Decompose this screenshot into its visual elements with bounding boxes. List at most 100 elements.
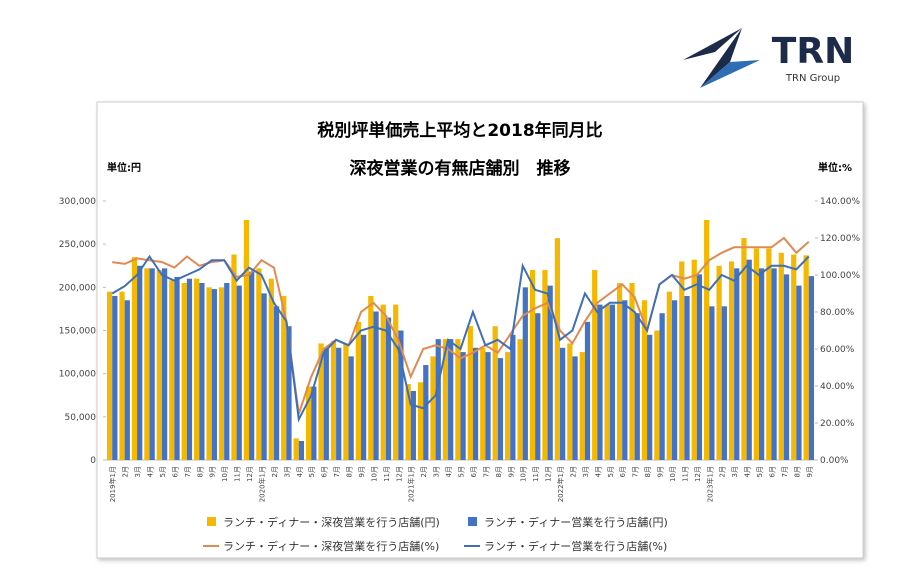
- x-tick-label: 10月: [520, 466, 528, 482]
- logo-subtitle: TRN Group: [785, 73, 840, 84]
- bar: [281, 295, 287, 460]
- y2-tick-label: 140.00%: [820, 197, 860, 207]
- bar: [442, 339, 449, 460]
- x-tick-label: 7月: [184, 466, 192, 477]
- x-tick-label: 8月: [644, 466, 652, 477]
- bar: [746, 259, 752, 460]
- x-tick-label: 8月: [793, 466, 801, 477]
- bar: [149, 268, 155, 460]
- bar: [584, 321, 591, 460]
- x-tick-label: 5月: [756, 466, 764, 477]
- bar: [728, 261, 735, 460]
- y2-tick-label: 60.00%: [820, 345, 855, 355]
- bar: [393, 304, 399, 460]
- y-tick-label: 150,000: [59, 327, 96, 337]
- x-tick-label: 7月: [333, 466, 341, 477]
- bar: [609, 304, 615, 460]
- legend-label: ランチ・ディナー・深夜営業を行う店舗(円): [223, 515, 440, 529]
- x-tick-label: 3月: [283, 466, 291, 477]
- x-tick-label: 2021年1月: [407, 466, 416, 502]
- bar: [647, 334, 653, 460]
- bar: [671, 300, 678, 460]
- bar: [721, 306, 727, 460]
- bar: [169, 280, 175, 460]
- bar: [679, 261, 685, 460]
- bar: [293, 438, 299, 460]
- bar: [803, 255, 809, 460]
- bar: [684, 295, 690, 460]
- y2-tick-label: 120.00%: [820, 234, 860, 244]
- legend-swatch: [468, 517, 477, 526]
- y-tick-label: 0: [90, 456, 96, 466]
- bar: [161, 268, 168, 460]
- x-tick-label: 6月: [768, 466, 776, 477]
- bar: [808, 276, 815, 460]
- x-tick-label: 5月: [607, 466, 615, 477]
- bar: [144, 268, 150, 460]
- bar: [597, 304, 603, 460]
- x-tick-label: 7月: [781, 466, 789, 477]
- bar: [306, 386, 312, 460]
- bar: [554, 238, 561, 460]
- bar: [766, 248, 772, 460]
- bar: [783, 274, 790, 460]
- x-tick-label: 4月: [594, 466, 602, 477]
- x-tick-label: 7月: [632, 466, 640, 477]
- bar: [249, 271, 255, 460]
- y-tick-label: 200,000: [59, 283, 96, 293]
- x-tick-label: 3月: [731, 466, 739, 477]
- bar: [236, 285, 242, 460]
- line: [111, 254, 810, 423]
- x-tick-label: 6月: [619, 466, 627, 477]
- bar: [579, 352, 585, 460]
- bar: [492, 326, 498, 460]
- bar: [343, 343, 349, 460]
- bar: [485, 352, 491, 460]
- x-tick-label: 11月: [532, 466, 540, 482]
- bar: [634, 313, 640, 460]
- bar: [410, 390, 416, 460]
- bar: [131, 257, 138, 460]
- x-tick-label: 5月: [308, 466, 316, 477]
- bar: [716, 265, 722, 460]
- x-tick-label: 3月: [134, 466, 142, 477]
- bar: [753, 248, 760, 460]
- bar: [791, 254, 797, 460]
- bar: [641, 300, 648, 460]
- bar: [268, 278, 274, 460]
- bar: [741, 238, 747, 460]
- bar: [318, 343, 324, 460]
- bar: [696, 274, 703, 460]
- bar: [194, 278, 200, 460]
- x-tick-label: 10月: [669, 466, 677, 482]
- bar: [380, 304, 386, 460]
- logo-mark: [700, 28, 742, 88]
- x-tick-label: 11月: [681, 466, 689, 482]
- bar: [771, 268, 777, 460]
- x-tick-label: 2019年1月: [108, 466, 117, 502]
- x-tick-label: 7月: [482, 466, 490, 477]
- bar: [405, 384, 411, 460]
- x-tick-label: 3月: [433, 466, 441, 477]
- bar: [666, 291, 672, 460]
- logo-mark: [683, 28, 742, 60]
- logo-text: TRN: [772, 31, 854, 72]
- x-tick-label: 9月: [657, 466, 665, 477]
- x-tick-label: 12月: [694, 466, 702, 482]
- bar: [560, 347, 566, 460]
- x-tick-label: 12月: [246, 466, 254, 482]
- bar: [298, 441, 305, 460]
- bar: [704, 219, 710, 460]
- x-tick-label: 4月: [445, 466, 453, 477]
- bar: [796, 285, 802, 460]
- bar: [547, 285, 553, 460]
- x-tick-label: 2月: [271, 466, 279, 477]
- bar: [218, 287, 225, 460]
- bar: [231, 254, 237, 460]
- bar: [691, 259, 697, 460]
- bar: [622, 300, 628, 460]
- bar: [311, 386, 317, 460]
- bar: [360, 334, 367, 460]
- x-tick-label: 12月: [395, 466, 403, 482]
